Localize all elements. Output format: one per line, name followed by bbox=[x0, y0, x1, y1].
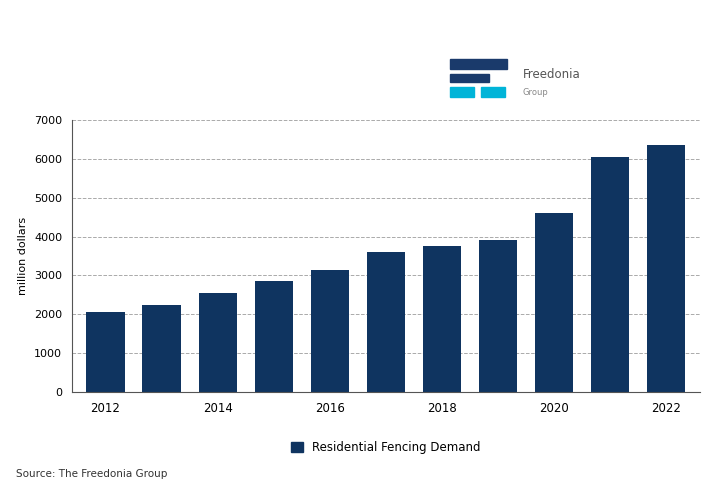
Bar bbox=[311, 270, 349, 392]
Bar bbox=[450, 59, 507, 69]
Bar bbox=[535, 213, 573, 392]
Text: Residential Fencing Demand,: Residential Fencing Demand, bbox=[16, 31, 197, 41]
Y-axis label: million dollars: million dollars bbox=[19, 217, 29, 295]
Legend: Residential Fencing Demand: Residential Fencing Demand bbox=[291, 441, 481, 454]
Text: (million dollars): (million dollars) bbox=[16, 76, 115, 86]
Text: Group: Group bbox=[523, 88, 549, 97]
Bar bbox=[86, 312, 124, 392]
Bar bbox=[367, 252, 405, 392]
Bar bbox=[591, 157, 630, 392]
Bar bbox=[142, 305, 181, 392]
Bar bbox=[648, 146, 686, 392]
Bar bbox=[481, 87, 505, 97]
Bar bbox=[423, 246, 461, 392]
Bar bbox=[479, 241, 517, 392]
Bar bbox=[255, 281, 293, 392]
Text: 2012 – 2022: 2012 – 2022 bbox=[16, 54, 91, 64]
Bar bbox=[199, 293, 237, 392]
Bar bbox=[450, 74, 489, 82]
Bar bbox=[450, 87, 474, 97]
Text: Freedonia: Freedonia bbox=[523, 68, 580, 81]
Text: Figure 3-1.: Figure 3-1. bbox=[16, 12, 84, 22]
Text: Source: The Freedonia Group: Source: The Freedonia Group bbox=[16, 469, 167, 479]
